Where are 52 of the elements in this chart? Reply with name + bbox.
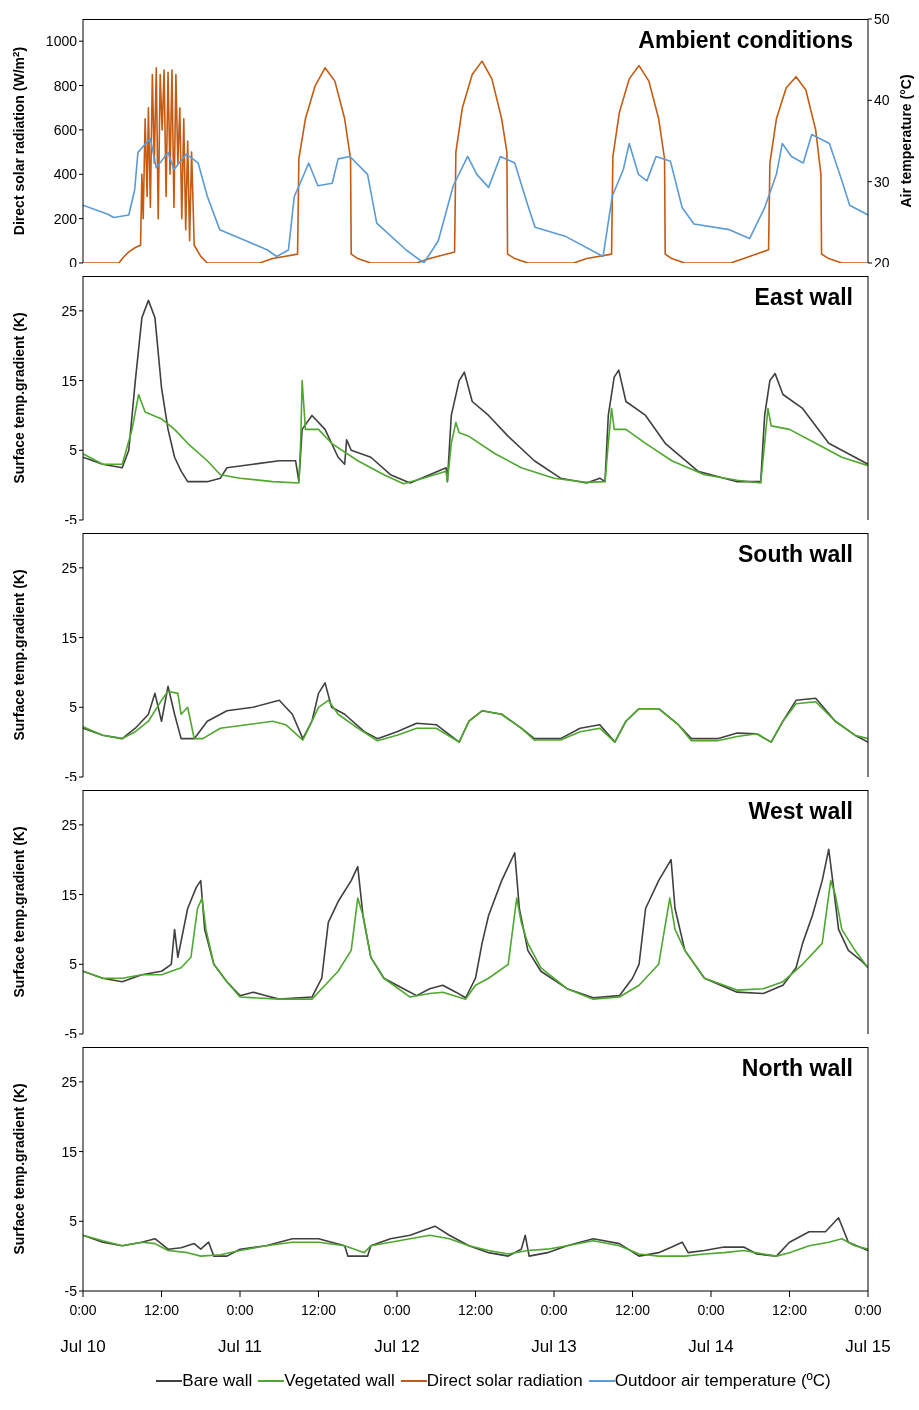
x-tick-label: 0:00 bbox=[854, 1301, 882, 1318]
x2-tick-label: Jul 11 bbox=[217, 1337, 263, 1357]
y2-axis-title: Air temperature (°C) bbox=[898, 74, 914, 208]
y-tick-label: 15 bbox=[61, 372, 78, 389]
y-tick-label: 25 bbox=[61, 1073, 78, 1090]
chart-title: South wall bbox=[738, 541, 853, 568]
x2-tick-label: Jul 15 bbox=[845, 1337, 891, 1357]
y2-tick-label: 50 bbox=[874, 10, 890, 27]
x-tick-label: 12:00 bbox=[614, 1301, 651, 1318]
x-tick-label: 12:00 bbox=[143, 1301, 180, 1318]
x-tick-label: 0:00 bbox=[697, 1301, 725, 1318]
x-tick-label: 12:00 bbox=[300, 1301, 337, 1318]
y-tick-label: 5 bbox=[69, 956, 78, 973]
y-tick-label: 400 bbox=[53, 166, 78, 183]
y-axis-title: Surface temp.gradient (K) bbox=[11, 826, 27, 998]
y-tick-label: -5 bbox=[64, 1282, 78, 1299]
y-tick-label: 800 bbox=[53, 77, 78, 94]
x2-tick-label: Jul 13 bbox=[531, 1337, 577, 1357]
y-tick-label: 25 bbox=[61, 302, 78, 319]
y-tick-label: 15 bbox=[61, 1143, 78, 1160]
x-tick-label: 0:00 bbox=[383, 1301, 411, 1318]
x-tick-label: 0:00 bbox=[69, 1301, 97, 1318]
y-tick-label: 5 bbox=[69, 699, 78, 716]
x-tick-label: 12:00 bbox=[457, 1301, 494, 1318]
y-axis-title: Surface temp.gradient (K) bbox=[11, 312, 27, 484]
y-tick-label: 25 bbox=[61, 816, 78, 833]
y2-tick-label: 30 bbox=[874, 173, 890, 190]
y-tick-label: 200 bbox=[53, 210, 78, 227]
legend-label: Outdoor air temperature (ºC) bbox=[614, 1371, 831, 1391]
chart-title: Ambient conditions bbox=[638, 27, 853, 54]
y-tick-label: 15 bbox=[61, 629, 78, 646]
y-axis-title: Surface temp.gradient (K) bbox=[11, 569, 27, 741]
y-axis-title: Surface temp.gradient (K) bbox=[11, 1083, 27, 1255]
legend-label: Vegetated wall bbox=[284, 1371, 395, 1391]
x-tick-label: 0:00 bbox=[540, 1301, 568, 1318]
x-tick-label: 12:00 bbox=[771, 1301, 808, 1318]
chart-title: North wall bbox=[741, 1055, 853, 1082]
x2-tick-label: Jul 12 bbox=[374, 1337, 420, 1357]
y-tick-label: 600 bbox=[53, 121, 78, 138]
y2-tick-label: 40 bbox=[874, 92, 890, 109]
chart-title: West wall bbox=[748, 798, 853, 825]
y-tick-label: 5 bbox=[69, 1213, 78, 1230]
x2-tick-label: Jul 14 bbox=[688, 1337, 734, 1357]
legend-label: Direct solar radiation bbox=[426, 1371, 583, 1391]
legend-label: Bare wall bbox=[182, 1371, 253, 1391]
x-tick-label: 0:00 bbox=[226, 1301, 254, 1318]
y-tick-label: 15 bbox=[61, 886, 78, 903]
x2-tick-label: Jul 10 bbox=[60, 1337, 106, 1357]
y-tick-label: 25 bbox=[61, 559, 78, 576]
y-tick-label: 1000 bbox=[45, 33, 78, 50]
chart-title: East wall bbox=[754, 284, 853, 311]
y-tick-label: 5 bbox=[69, 442, 78, 459]
